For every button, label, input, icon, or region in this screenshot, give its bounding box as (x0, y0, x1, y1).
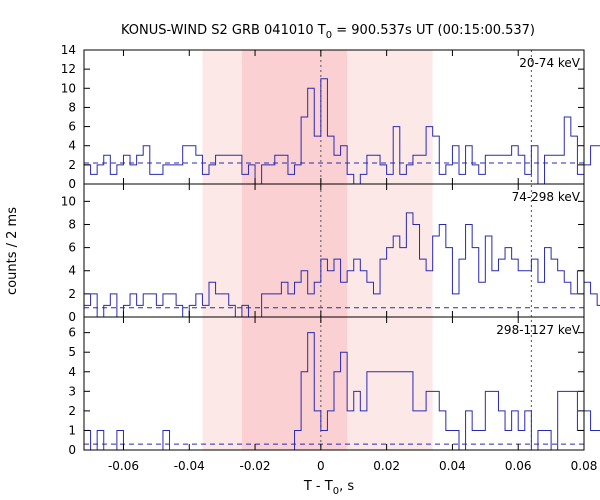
axes-frame: -0.06 -0.04 -0.02 0 0.02 0.04 0.06 0.08 (83, 49, 598, 473)
y-axis-label: counts / 2 ms (5, 207, 20, 295)
y-tick-label-1-5: 10 (61, 194, 76, 208)
y-tick-label-2-1: 1 (68, 423, 76, 437)
panel-label-2: 298-1127 keV (496, 323, 580, 337)
y-tick-label-0-1: 2 (68, 158, 76, 172)
y-tick-label-2-2: 2 (68, 404, 76, 418)
x-tick-label-3: 0 (317, 459, 325, 473)
x-tick-label-2: -0.02 (240, 459, 271, 473)
shaded-interval-1 (241, 50, 348, 450)
panel-label-1: 74-298 keV (512, 190, 581, 204)
x-tick-label-4: 0.02 (373, 459, 400, 473)
y-tick-label-1-3: 6 (68, 241, 76, 255)
y-tick-label-1-1: 2 (68, 287, 76, 301)
y-tick-label-2-0: 0 (68, 443, 76, 457)
y-tick-label-0-2: 4 (68, 139, 76, 153)
x-tick-label-1: -0.04 (174, 459, 205, 473)
y-tick-label-0-6: 12 (61, 62, 76, 76)
plot-frame (83, 49, 585, 451)
y-tick-label-0-4: 8 (68, 100, 76, 114)
y-tick-label-0-3: 6 (68, 120, 76, 134)
y-tick-label-1-4: 8 (68, 217, 76, 231)
x-tick-label-6: 0.06 (505, 459, 532, 473)
panel-label-0: 20-74 keV (519, 56, 581, 70)
x-tick-label-5: 0.04 (439, 459, 466, 473)
x-tick-label-0: -0.06 (108, 459, 139, 473)
y-tick-label-0-7: 14 (61, 43, 76, 57)
x-tick-label-7: 0.08 (571, 459, 598, 473)
y-tick-label-0-0: 0 (68, 177, 76, 191)
y-tick-label-2-4: 4 (68, 365, 76, 379)
x-axis-label: T - T0, s (303, 479, 354, 497)
y-tick-label-1-2: 4 (68, 264, 76, 278)
chart-title: KONUS-WIND S2 GRB 041010 T0 = 900.537s U… (121, 23, 535, 41)
y-tick-label-1-0: 0 (68, 310, 76, 324)
y-tick-label-2-6: 6 (68, 326, 76, 340)
y-tick-label-2-3: 3 (68, 384, 76, 398)
y-tick-label-0-5: 10 (61, 81, 76, 95)
y-tick-label-2-5: 5 (68, 345, 76, 359)
shaded-intervals (202, 50, 433, 450)
